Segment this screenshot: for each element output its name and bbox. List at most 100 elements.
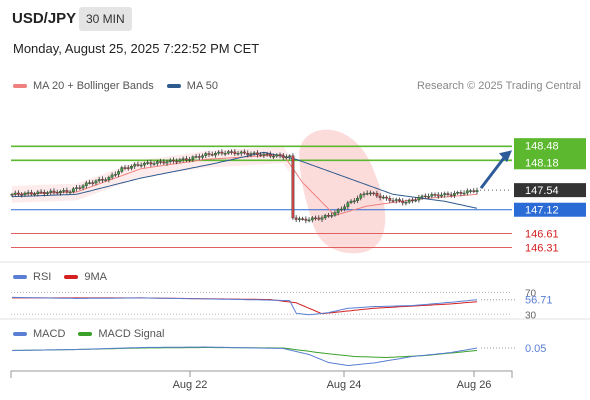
candle-body <box>320 217 324 220</box>
candle-body <box>233 151 237 154</box>
rsi-ref-label: 70 <box>525 288 537 299</box>
candle-body <box>398 199 401 202</box>
level-label-bg <box>514 202 586 217</box>
candle-body <box>265 153 269 156</box>
candle-body <box>220 151 224 154</box>
rsi-line <box>12 296 478 316</box>
macd-signal-swatch <box>78 332 93 336</box>
candle-body <box>226 151 230 154</box>
candle-body <box>29 192 33 195</box>
candle-body <box>407 199 411 203</box>
candle-body <box>197 156 201 158</box>
timeframe-button[interactable]: 30 MIN <box>79 7 132 31</box>
candle-body <box>210 154 214 156</box>
candle-body <box>201 155 204 158</box>
candle-body <box>288 155 292 158</box>
level-label: 147.54 <box>525 185 559 197</box>
candle-body <box>378 195 382 198</box>
candle-body <box>336 209 340 213</box>
candle-body <box>359 194 363 199</box>
candle-body <box>133 164 137 167</box>
candle-body <box>430 194 434 197</box>
candle-body <box>259 154 263 156</box>
candle-body <box>168 159 172 162</box>
candle-body <box>188 159 192 161</box>
candle-body <box>414 199 418 202</box>
candle-body <box>472 190 476 192</box>
candle-body <box>178 159 182 162</box>
candle-body <box>469 190 472 192</box>
x-tick-label: Aug 26 <box>457 379 492 391</box>
candle-body <box>381 196 385 199</box>
candle-body <box>262 153 266 156</box>
candle-body <box>352 200 356 203</box>
candle-body <box>420 195 424 198</box>
candle-body <box>243 151 246 154</box>
candle-body <box>333 212 337 216</box>
candle-body <box>223 153 227 155</box>
candle-body <box>436 194 440 197</box>
candle-body <box>285 156 288 158</box>
level-label-bg <box>514 155 586 170</box>
candle-body <box>26 192 30 194</box>
candle-body <box>107 177 111 180</box>
candle-body <box>165 161 169 164</box>
candle-body <box>388 198 392 201</box>
candle-body <box>33 193 37 196</box>
candle-body <box>78 187 82 189</box>
candle-body <box>256 152 259 155</box>
x-tick-label: Aug 22 <box>173 379 208 391</box>
candle-body <box>191 156 195 160</box>
candle-body <box>88 182 91 184</box>
macd-swatch <box>13 332 27 336</box>
candle-body <box>475 190 479 192</box>
candle-body <box>394 199 398 201</box>
candle-body <box>330 215 334 217</box>
candle-body <box>356 197 359 202</box>
research-credit: Research © 2025 Trading Central <box>416 80 581 92</box>
candle-body <box>139 164 143 167</box>
main-legend: MA 20 + Bollinger Bands MA 50 <box>13 80 218 92</box>
candle-body <box>97 179 101 182</box>
candle-body <box>217 151 221 154</box>
candle-body <box>142 162 146 166</box>
candle-body <box>152 163 156 165</box>
candle-body <box>275 154 279 157</box>
candle-body <box>20 194 24 196</box>
candle-body <box>427 196 430 198</box>
candle-body <box>294 217 298 220</box>
candle-body <box>149 162 153 165</box>
candle-body <box>184 158 188 161</box>
candle-body <box>462 192 466 195</box>
candle-body <box>449 194 453 196</box>
candle-body <box>181 158 185 160</box>
candle-body <box>440 194 443 197</box>
candle-body <box>55 191 59 194</box>
candle-body <box>291 155 295 219</box>
candle-body <box>391 200 395 202</box>
time-axis <box>10 370 513 378</box>
candle-body <box>17 192 20 195</box>
candle-body <box>317 217 321 220</box>
legend-ma50-label: MA 50 <box>186 80 218 92</box>
candle-body <box>310 217 314 221</box>
symbol-title: USD/JPY <box>12 10 77 27</box>
candle-body <box>343 206 347 210</box>
candle-body <box>110 174 114 178</box>
candle-body <box>417 197 421 201</box>
candle-body <box>375 193 379 197</box>
macd-line <box>11 346 478 367</box>
ma50-line <box>11 151 478 209</box>
candle-body <box>207 153 211 155</box>
candle-body <box>84 182 88 187</box>
candle-body <box>65 190 69 193</box>
candle-body <box>130 166 133 169</box>
level-label: 148.18 <box>525 157 559 169</box>
candle-body <box>75 187 78 189</box>
rsi-ref-label: 30 <box>525 310 537 321</box>
candle-body <box>155 161 159 164</box>
legend-macd-label: MACD <box>33 328 66 340</box>
level-label: 147.12 <box>525 205 559 217</box>
candle-body <box>39 191 43 194</box>
